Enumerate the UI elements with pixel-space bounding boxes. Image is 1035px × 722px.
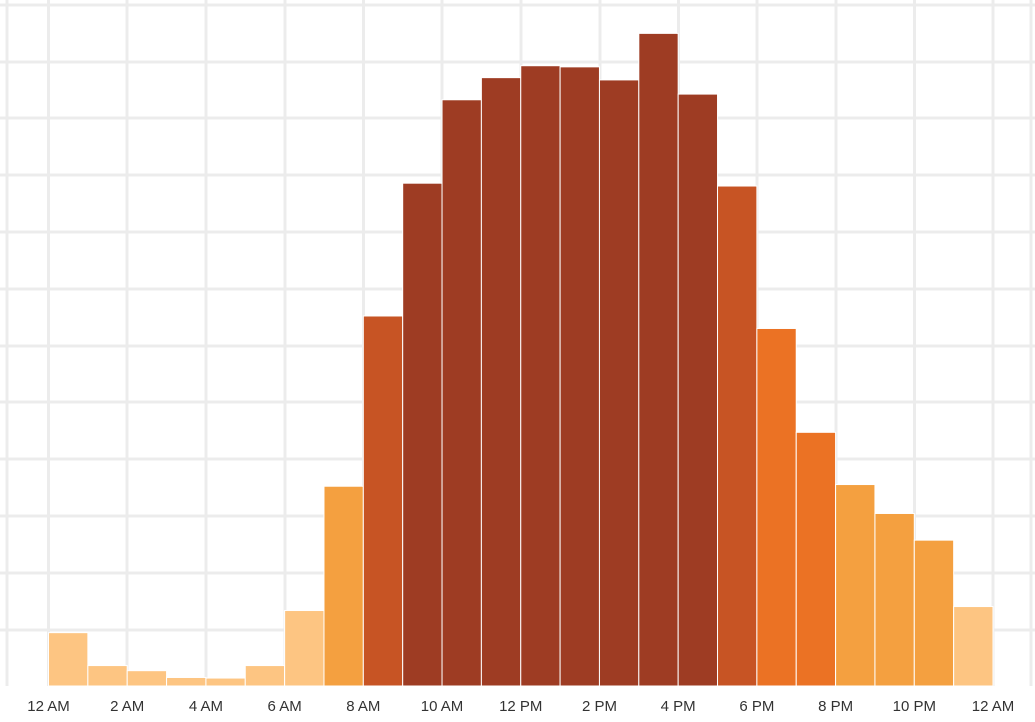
bar-hour-7	[323, 485, 364, 687]
bar-hour-2	[126, 670, 168, 687]
x-tick-label: 4 PM	[661, 698, 696, 715]
bar-hour-0	[48, 632, 89, 687]
x-tick-label: 2 AM	[110, 698, 144, 715]
x-tick-label: 10 PM	[893, 698, 936, 715]
bar-hour-22	[913, 539, 955, 687]
bar-hour-6	[284, 610, 325, 687]
bar-hour-23	[953, 606, 994, 687]
x-tick-label: 4 AM	[189, 698, 223, 715]
bar-hour-15	[638, 32, 679, 687]
bar-hour-4	[205, 677, 246, 687]
bar-hour-13	[559, 66, 600, 687]
x-tick-label: 8 AM	[346, 698, 380, 715]
bar-hour-11	[480, 77, 522, 687]
bar-hour-21	[874, 512, 915, 687]
x-tick-label: 6 AM	[268, 698, 302, 715]
bar-hour-19	[795, 431, 837, 687]
bar-hour-17	[717, 185, 758, 687]
bar-hour-8	[362, 315, 404, 687]
x-tick-label: 12 AM	[972, 698, 1015, 715]
bar-hour-3	[166, 676, 207, 687]
bar-hour-12	[520, 65, 561, 687]
bar-hour-18	[756, 327, 797, 687]
bars-group	[48, 32, 994, 687]
x-tick-label: 10 AM	[421, 698, 464, 715]
bar-hour-10	[441, 99, 482, 687]
bar-hour-20	[835, 484, 876, 687]
x-tick-label: 12 AM	[27, 698, 70, 715]
bar-hour-16	[677, 93, 719, 687]
x-tick-label: 12 PM	[499, 698, 542, 715]
x-tick-label: 8 PM	[818, 698, 853, 715]
x-tick-label: 2 PM	[582, 698, 617, 715]
bar-hour-9	[402, 182, 443, 687]
bar-hour-1	[87, 665, 128, 687]
x-tick-label: 6 PM	[739, 698, 774, 715]
bar-hour-14	[598, 79, 640, 687]
x-axis-tick-labels: 12 AM 2 AM 4 AM 6 AM 8 AM 10 AM 12 PM 2 PM 4 PM 6…	[27, 698, 1014, 715]
bar-hour-5	[244, 665, 286, 687]
